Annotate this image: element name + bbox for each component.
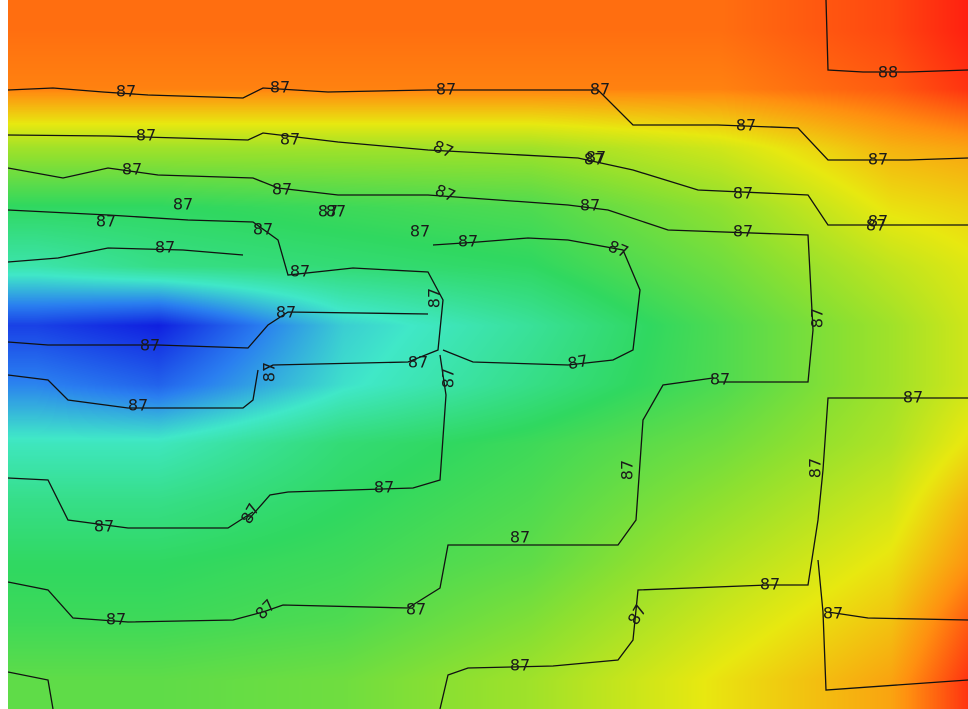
contour-label-87: 87 — [260, 362, 279, 382]
contour-line-6 — [8, 369, 259, 409]
contour-label-87: 87 — [270, 78, 290, 97]
contour-label-87: 87 — [318, 202, 338, 221]
contour-label-87: 87 — [122, 160, 142, 179]
contour-label-87: 87 — [903, 388, 923, 407]
contour-label-87: 87 — [580, 196, 600, 215]
contour-label-87: 87 — [510, 656, 530, 675]
contour-label-87: 87 — [136, 126, 156, 145]
contour-line-7 — [432, 237, 641, 366]
contour-label-87: 87 — [586, 148, 606, 167]
contour-label-87: 87 — [410, 222, 430, 241]
contour-line-3 — [8, 209, 444, 371]
contour-line-4 — [8, 247, 244, 263]
contour-label-87: 87 — [808, 308, 827, 328]
contour-line-15 — [825, 0, 968, 73]
contour-line-14 — [817, 559, 968, 691]
contour-label-87: 87 — [510, 528, 530, 547]
contour-label-87: 87 — [605, 236, 631, 261]
contour-line-8 — [247, 354, 447, 521]
contour-label-87: 87 — [251, 595, 279, 623]
contour-label-87: 87 — [237, 500, 264, 527]
contour-label-87: 87 — [430, 136, 456, 161]
contour-lines-group — [8, 0, 968, 709]
contour-label-87: 87 — [618, 460, 637, 480]
contour-label-88: 88 — [878, 63, 898, 82]
contour-label-87: 87 — [96, 212, 116, 231]
contour-label-87: 87 — [584, 150, 604, 169]
contour-label-87: 87 — [760, 575, 780, 594]
contour-label-87: 87 — [868, 150, 888, 169]
contour-label-87: 87 — [326, 202, 346, 221]
contour-label-87: 87 — [280, 130, 300, 149]
contour-label-87: 87 — [566, 351, 589, 373]
contour-label-87: 87 — [868, 212, 888, 231]
heatmap-surface — [8, 0, 968, 709]
contour-line-13 — [827, 611, 968, 621]
contour-label-87: 87 — [128, 396, 148, 415]
contour-label-87: 87 — [374, 478, 394, 497]
contour-labels-group: 87 87 87 87 87 87 87 87 87 87 87 87 87 87 87 87 87 87 87 87… — [94, 63, 923, 675]
contour-label-87: 87 — [736, 116, 756, 135]
contour-label-87: 87 — [173, 195, 193, 214]
contour-label-87: 87 — [140, 336, 160, 355]
contour-label-87: 87 — [733, 184, 753, 203]
contour-label-87: 87 — [272, 180, 292, 199]
contour-label-87: 87 — [106, 610, 126, 629]
contour-line-10 — [8, 377, 714, 623]
contour-line-5 — [8, 311, 429, 349]
contour-label-87: 87 — [458, 232, 478, 251]
contour-line-0 — [8, 87, 968, 161]
contour-label-87: 87 — [155, 238, 175, 257]
contour-label-87: 87 — [710, 370, 730, 389]
contour-line-12 — [8, 671, 54, 709]
contour-label-87: 87 — [624, 601, 651, 628]
contour-label-87: 87 — [276, 303, 296, 322]
contour-label-87: 87 — [439, 368, 458, 388]
contour-label-87: 87 — [436, 80, 456, 99]
contour-line-11 — [439, 397, 968, 709]
contour-line-1 — [8, 132, 968, 226]
contour-label-87: 87 — [116, 82, 136, 101]
contour-overlay: 87 87 87 87 87 87 87 87 87 87 87 87 87 87 87 87 87 87 87 87… — [8, 0, 968, 709]
contour-line-9 — [8, 477, 254, 529]
contour-line-2 — [8, 167, 814, 383]
contour-label-87: 87 — [425, 288, 444, 308]
contour-label-87: 87 — [290, 262, 310, 281]
contour-label-87: 87 — [733, 222, 753, 241]
contour-label-87: 87 — [94, 517, 114, 536]
contour-label-87: 87 — [590, 80, 610, 99]
contour-label-87: 87 — [253, 220, 273, 239]
contour-label-87: 87 — [866, 216, 886, 235]
contour-label-87: 87 — [806, 458, 825, 478]
contour-label-87: 87 — [408, 353, 428, 372]
contour-label-87: 87 — [432, 180, 458, 205]
contour-label-87: 87 — [406, 600, 426, 619]
contour-label-87: 87 — [823, 604, 843, 623]
heatmap-plot-area: 87 87 87 87 87 87 87 87 87 87 87 87 87 87 87 87 87 87 87 87… — [8, 0, 968, 709]
